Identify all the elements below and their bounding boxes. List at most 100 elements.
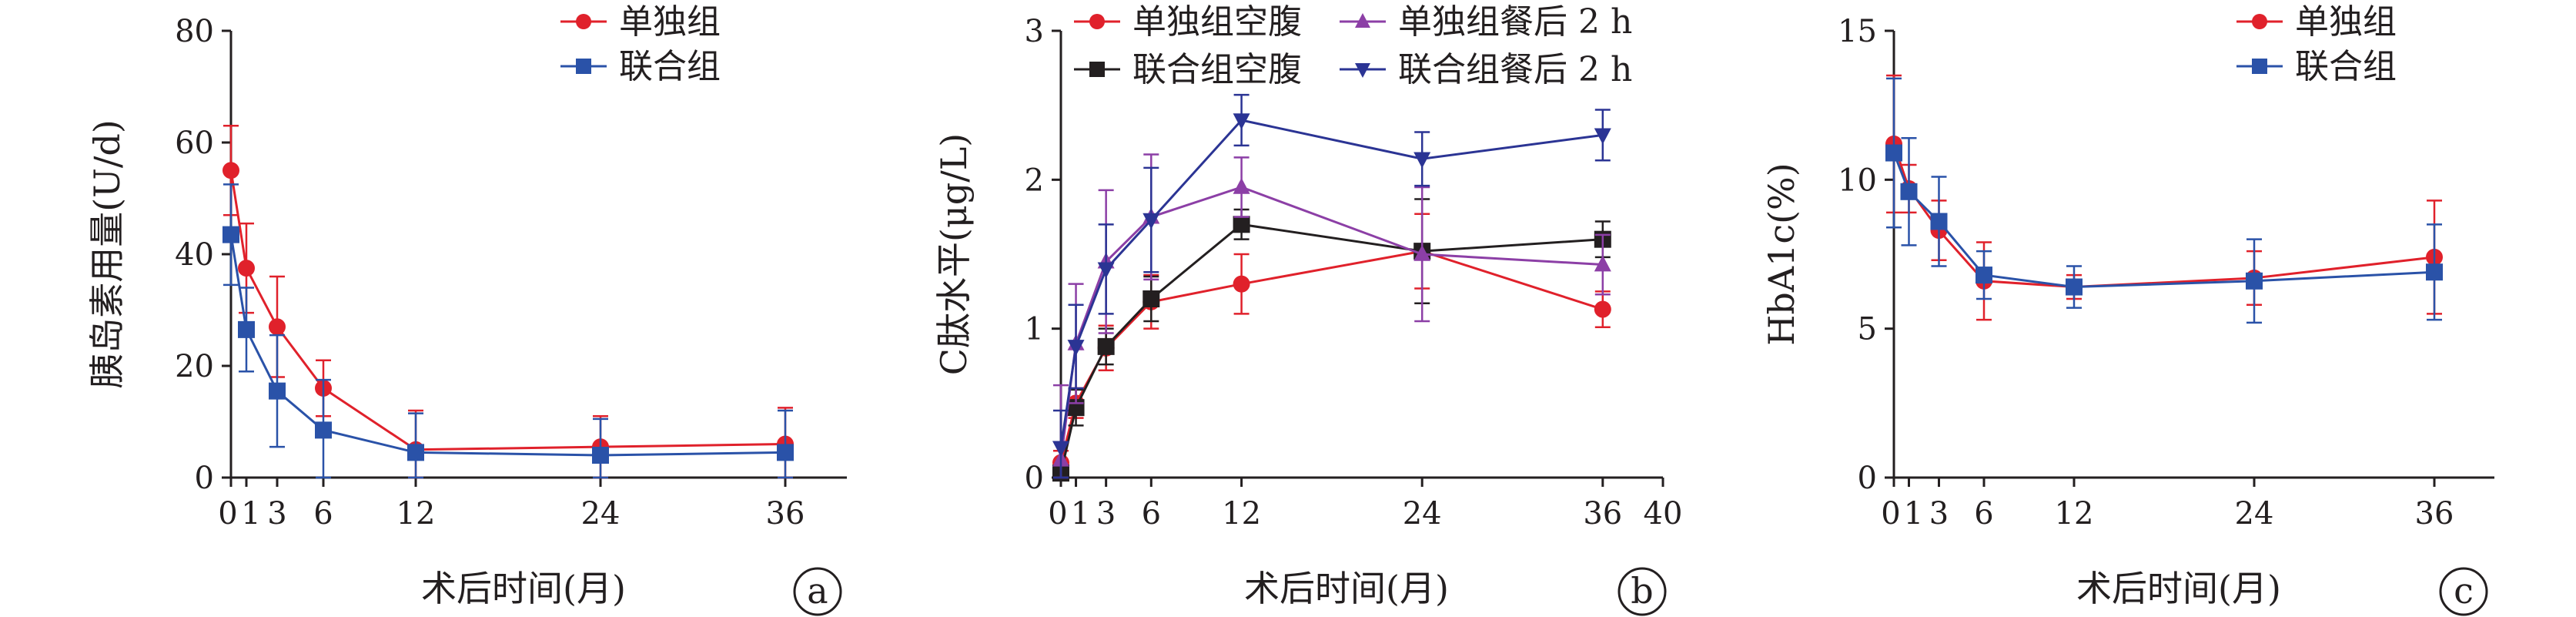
legend-marker (1089, 62, 1105, 77)
series-2 (1885, 77, 2443, 324)
legend-label: 联合组 (619, 47, 721, 86)
x-tick-label: 1 (1071, 496, 1090, 531)
y-tick-label: 3 (1025, 14, 1044, 49)
data-point (1233, 275, 1250, 293)
data-point (1233, 216, 1250, 233)
series-line (1059, 223, 1603, 474)
legend-marker (2252, 14, 2267, 29)
x-tick-label: 0 (1048, 496, 1067, 531)
panel-letter: a (807, 570, 828, 612)
data-point (222, 162, 239, 179)
series-4 (1052, 93, 1611, 479)
data-point (1900, 183, 1918, 200)
legend-entry: 单独组空腹 (1074, 2, 1302, 42)
y-tick-label: 10 (1838, 163, 1877, 198)
series-1 (1052, 213, 1611, 476)
x-tick-label: 24 (581, 496, 621, 531)
x-tick-label: 1 (241, 496, 260, 531)
x-tick-label: 3 (1929, 496, 1949, 531)
y-axis-label: C肽水平(μg/L) (933, 133, 975, 375)
series-2 (1052, 198, 1611, 482)
legend-marker (1355, 63, 1370, 78)
data-point (238, 320, 255, 338)
legend-marker (576, 14, 591, 29)
data-point (1413, 152, 1431, 169)
data-point (315, 421, 332, 439)
x-tick-label: 36 (1583, 496, 1622, 531)
panel-letter-circle (2439, 567, 2488, 616)
y-tick-label: 0 (1858, 461, 1877, 496)
x-tick-label: 6 (1974, 496, 1993, 531)
y-tick-label: 15 (1838, 14, 1877, 49)
x-tick-label: 24 (1403, 496, 1442, 531)
x-axis-label: 术后时间(月) (1244, 568, 1449, 609)
x-tick-label: 3 (267, 496, 286, 531)
data-point (2426, 263, 2443, 281)
data-point (2246, 272, 2263, 290)
series-2 (222, 183, 794, 479)
legend-label: 单独组 (619, 2, 721, 42)
x-tick-label: 0 (1881, 496, 1900, 531)
y-tick-label: 20 (175, 349, 214, 384)
y-tick-label: 5 (1858, 312, 1877, 347)
data-point (1975, 267, 1992, 284)
y-tick-label: 0 (195, 461, 214, 496)
data-point (269, 318, 286, 336)
legend-label: 联合组餐后 2 h (1398, 50, 1632, 89)
data-point (777, 444, 794, 461)
y-tick-label: 2 (1025, 163, 1044, 198)
x-tick-label: 36 (766, 496, 805, 531)
x-tick-label: 12 (1222, 496, 1261, 531)
data-point (1594, 128, 1611, 145)
data-point (1067, 340, 1085, 356)
x-tick-label: 3 (1096, 496, 1116, 531)
data-point (2066, 278, 2083, 296)
data-point (238, 260, 255, 277)
x-tick-label: 6 (313, 496, 333, 531)
data-point (222, 226, 239, 243)
legend-marker (1355, 13, 1370, 28)
data-point (1930, 213, 1948, 230)
data-point (269, 382, 286, 400)
x-tick-label: 12 (396, 496, 436, 531)
data-point (407, 444, 424, 461)
series-line (1059, 250, 1604, 464)
legend-entry: 联合组 (2236, 47, 2397, 86)
data-point (1142, 290, 1160, 307)
y-tick-label: 0 (1025, 461, 1044, 496)
x-axis-label: 术后时间(月) (421, 568, 626, 609)
y-tick-label: 40 (175, 237, 214, 273)
x-tick-label: 24 (2235, 496, 2274, 531)
x-tick-label: 36 (2415, 496, 2454, 531)
panel-letter: c (2454, 570, 2474, 612)
data-point (1097, 262, 1115, 279)
data-point (1097, 337, 1115, 355)
series-1 (222, 125, 794, 479)
legend-marker (1089, 14, 1105, 29)
legend-entry: 联合组 (560, 47, 721, 86)
x-tick-label: 12 (2055, 496, 2094, 531)
x-tick-label: 40 (1644, 496, 1683, 531)
y-tick-label: 60 (175, 126, 214, 161)
data-point (1233, 177, 1250, 194)
legend-entry: 单独组餐后 2 h (1340, 2, 1632, 42)
series-line (1059, 186, 1603, 460)
series-line (229, 170, 786, 451)
data-point (1233, 113, 1250, 130)
data-point (1413, 244, 1431, 261)
legend-entry: 联合组餐后 2 h (1340, 50, 1632, 89)
y-tick-label: 80 (175, 14, 214, 49)
legend-label: 单独组空腹 (1132, 2, 1302, 42)
legend-entry: 单独组 (560, 2, 721, 42)
y-tick-label: 1 (1025, 312, 1044, 347)
data-point (1142, 213, 1160, 230)
panel-letter-circle (1618, 567, 1667, 616)
data-point (1594, 300, 1611, 318)
legend-marker (2252, 59, 2267, 74)
data-point (592, 447, 609, 464)
x-axis-label: 术后时间(月) (2076, 568, 2281, 609)
y-axis-label: 胰岛素用量(U/d) (86, 119, 128, 389)
x-tick-label: 6 (1142, 496, 1161, 531)
